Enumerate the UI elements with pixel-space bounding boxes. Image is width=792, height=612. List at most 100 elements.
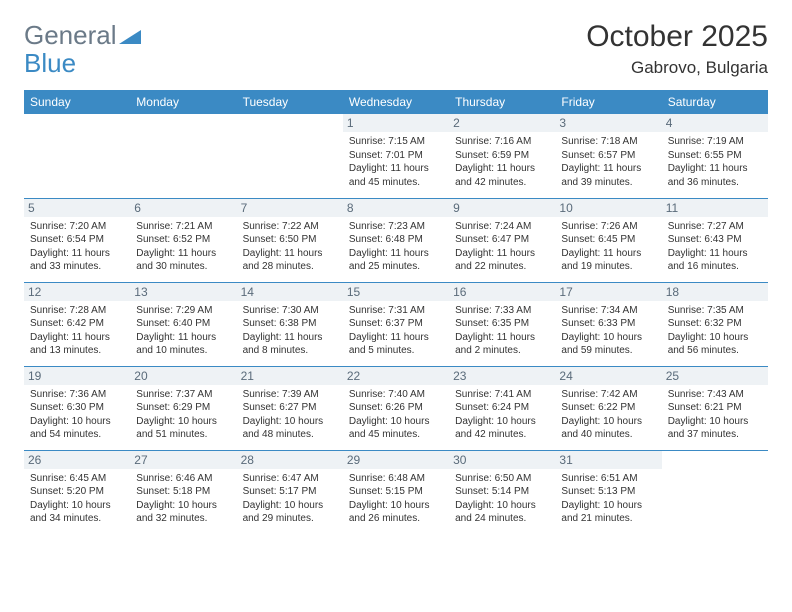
day-info: Sunrise: 6:47 AMSunset: 5:17 PMDaylight:… [243,472,337,526]
day-number: 8 [343,199,449,217]
calendar-day-cell: 6Sunrise: 7:21 AMSunset: 6:52 PMDaylight… [130,198,236,282]
sunrise-text: Sunrise: 7:16 AM [455,135,549,149]
daylight-text: Daylight: 11 hours and 42 minutes. [455,162,549,189]
day-number: 14 [237,283,343,301]
day-number: 28 [237,451,343,469]
daylight-text: Daylight: 11 hours and 8 minutes. [243,331,337,358]
calendar-day-cell [130,114,236,198]
sunset-text: Sunset: 6:29 PM [136,401,230,415]
sunrise-text: Sunrise: 7:37 AM [136,388,230,402]
calendar-day-cell: 7Sunrise: 7:22 AMSunset: 6:50 PMDaylight… [237,198,343,282]
calendar-day-cell: 19Sunrise: 7:36 AMSunset: 6:30 PMDayligh… [24,366,130,450]
sunrise-text: Sunrise: 7:22 AM [243,220,337,234]
day-info: Sunrise: 7:27 AMSunset: 6:43 PMDaylight:… [668,220,762,274]
sunrise-text: Sunrise: 6:51 AM [561,472,655,486]
sunset-text: Sunset: 6:40 PM [136,317,230,331]
day-number: 3 [555,114,661,132]
daylight-text: Daylight: 11 hours and 19 minutes. [561,247,655,274]
day-number: 19 [24,367,130,385]
day-number: 18 [662,283,768,301]
sunrise-text: Sunrise: 7:29 AM [136,304,230,318]
day-info: Sunrise: 7:23 AMSunset: 6:48 PMDaylight:… [349,220,443,274]
sunrise-text: Sunrise: 7:24 AM [455,220,549,234]
sunset-text: Sunset: 6:21 PM [668,401,762,415]
day-number: 5 [24,199,130,217]
sunrise-text: Sunrise: 6:45 AM [30,472,124,486]
sunset-text: Sunset: 6:47 PM [455,233,549,247]
daylight-text: Daylight: 11 hours and 2 minutes. [455,331,549,358]
calendar-week-row: 19Sunrise: 7:36 AMSunset: 6:30 PMDayligh… [24,366,768,450]
day-info: Sunrise: 7:18 AMSunset: 6:57 PMDaylight:… [561,135,655,189]
calendar-day-cell: 21 Sunrise: 7:39 AMSunset: 6:27 PMDayligh… [237,366,343,450]
calendar-day-cell: 20 Sunrise: 7:37 AMSunset: 6:29 PMDayligh… [130,366,236,450]
sunrise-text: Sunrise: 6:46 AM [136,472,230,486]
daylight-text: Daylight: 11 hours and 25 minutes. [349,247,443,274]
sunrise-text: Sunrise: 7:39 AM [243,388,337,402]
sunrise-text: Sunrise: 7:15 AM [349,135,443,149]
calendar-day-cell: 14 Sunrise: 7:30 AMSunset: 6:38 PMDayligh… [237,282,343,366]
sunrise-text: Sunrise: 7:19 AM [668,135,762,149]
day-number: 21 [237,367,343,385]
location: Gabrovo, Bulgaria [586,58,768,78]
day-number: 22 [343,367,449,385]
sunset-text: Sunset: 6:48 PM [349,233,443,247]
day-number: 17 [555,283,661,301]
sunset-text: Sunset: 5:14 PM [455,485,549,499]
day-number: 23 [449,367,555,385]
logo-text-general: General [24,20,117,51]
day-number: 13 [130,283,236,301]
daylight-text: Daylight: 11 hours and 16 minutes. [668,247,762,274]
logo: General [24,20,143,51]
day-info: Sunrise: 7:30 AMSunset: 6:38 PMDaylight:… [243,304,337,358]
daylight-text: Daylight: 11 hours and 36 minutes. [668,162,762,189]
calendar-day-cell: 5Sunrise: 7:20 AMSunset: 6:54 PMDaylight… [24,198,130,282]
calendar-day-cell: 31 Sunrise: 6:51 AMSunset: 5:13 PMDayligh… [555,450,661,534]
daylight-text: Daylight: 10 hours and 21 minutes. [561,499,655,526]
calendar-week-row: 5Sunrise: 7:20 AMSunset: 6:54 PMDaylight… [24,198,768,282]
day-info: Sunrise: 7:28 AMSunset: 6:42 PMDaylight:… [30,304,124,358]
day-info: Sunrise: 7:37 AMSunset: 6:29 PMDaylight:… [136,388,230,442]
sunset-text: Sunset: 6:42 PM [30,317,124,331]
sunrise-text: Sunrise: 7:28 AM [30,304,124,318]
daylight-text: Daylight: 10 hours and 34 minutes. [30,499,124,526]
daylight-text: Daylight: 11 hours and 30 minutes. [136,247,230,274]
sunset-text: Sunset: 5:20 PM [30,485,124,499]
daylight-text: Daylight: 10 hours and 48 minutes. [243,415,337,442]
day-number: 31 [555,451,661,469]
daylight-text: Daylight: 10 hours and 54 minutes. [30,415,124,442]
day-info: Sunrise: 6:45 AMSunset: 5:20 PMDaylight:… [30,472,124,526]
daylight-text: Daylight: 10 hours and 24 minutes. [455,499,549,526]
day-number: 6 [130,199,236,217]
sunrise-text: Sunrise: 7:34 AM [561,304,655,318]
day-number: 29 [343,451,449,469]
day-number: 10 [555,199,661,217]
header: General October 2025 Gabrovo, Bulgaria [24,20,768,78]
day-number: 30 [449,451,555,469]
day-number: 15 [343,283,449,301]
sunset-text: Sunset: 6:26 PM [349,401,443,415]
day-info: Sunrise: 7:24 AMSunset: 6:47 PMDaylight:… [455,220,549,274]
day-info: Sunrise: 7:16 AMSunset: 6:59 PMDaylight:… [455,135,549,189]
weekday-header: Tuesday [237,90,343,114]
title-block: October 2025 Gabrovo, Bulgaria [586,20,768,78]
calendar-week-row: 26Sunrise: 6:45 AMSunset: 5:20 PMDayligh… [24,450,768,534]
day-info: Sunrise: 7:39 AMSunset: 6:27 PMDaylight:… [243,388,337,442]
day-number: 12 [24,283,130,301]
sunset-text: Sunset: 5:13 PM [561,485,655,499]
calendar-day-cell: 23Sunrise: 7:41 AMSunset: 6:24 PMDayligh… [449,366,555,450]
sunset-text: Sunset: 6:55 PM [668,149,762,163]
calendar-day-cell: 8 Sunrise: 7:23 AMSunset: 6:48 PMDaylight… [343,198,449,282]
sunset-text: Sunset: 6:30 PM [30,401,124,415]
sunset-text: Sunset: 6:24 PM [455,401,549,415]
sunset-text: Sunset: 6:43 PM [668,233,762,247]
day-info: Sunrise: 6:46 AMSunset: 5:18 PMDaylight:… [136,472,230,526]
sunset-text: Sunset: 6:33 PM [561,317,655,331]
day-number: 16 [449,283,555,301]
sunset-text: Sunset: 6:27 PM [243,401,337,415]
calendar-day-cell: 4Sunrise: 7:19 AMSunset: 6:55 PMDaylight… [662,114,768,198]
weekday-header: Monday [130,90,236,114]
sunrise-text: Sunrise: 7:40 AM [349,388,443,402]
calendar-day-cell: 27Sunrise: 6:46 AMSunset: 5:18 PMDayligh… [130,450,236,534]
calendar-day-cell: 28 Sunrise: 6:47 AMSunset: 5:17 PMDayligh… [237,450,343,534]
day-number: 20 [130,367,236,385]
